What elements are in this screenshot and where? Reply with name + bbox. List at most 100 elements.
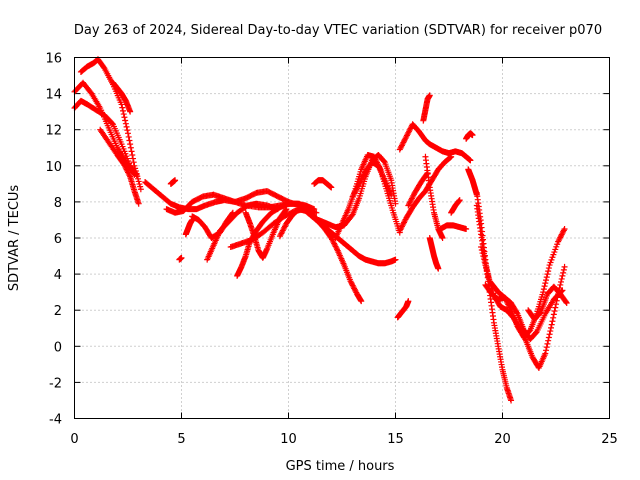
marker-track-03-7-5: [128, 148, 135, 155]
marker-track-35-0-5: [481, 259, 488, 266]
marker-track-26-end: [426, 92, 433, 99]
marker-track-34-12-6: [544, 271, 551, 278]
marker-track-03-6-1: [119, 104, 126, 111]
marker-track-21-end: [388, 191, 395, 198]
marker-track-03-8-7: [136, 181, 143, 188]
marker-track-35-0-7: [483, 265, 490, 272]
marker-track-35-0-4: [480, 256, 487, 263]
series-track-17: [298, 202, 399, 267]
marker-track-34-13-2: [548, 256, 555, 263]
marker-track-35-11-2: [550, 314, 557, 321]
y-tick-label-7: 10: [45, 160, 62, 175]
x-tick-label-0: 0: [70, 432, 78, 447]
marker-track-35-12-4: [557, 278, 564, 285]
marker-track-35-10-2: [543, 344, 550, 351]
series-track-31: [463, 130, 476, 142]
marker-track-37-5-8: [562, 298, 569, 305]
y-tick-label-1: -2: [49, 376, 62, 391]
marker-track-03-6-8: [124, 127, 131, 134]
marker-track-35-10-3: [544, 340, 551, 347]
marker-track-03-8-5: [134, 175, 141, 182]
y-tick-label-6: 8: [54, 196, 62, 211]
marker-track-35-10-6: [546, 331, 553, 338]
marker-track-35-11-0: [548, 321, 555, 328]
marker-track-17-end: [392, 256, 399, 263]
marker-track-03-7-2: [126, 137, 133, 144]
marker-track-03-7-0: [125, 130, 131, 137]
marker-track-08-end: [172, 177, 179, 184]
y-tick-label-0: -4: [49, 413, 62, 428]
marker-track-09-end: [178, 254, 185, 261]
marker-track-03-7-3: [127, 141, 134, 148]
marker-track-34-13-4: [550, 251, 557, 258]
marker-track-34-12-7: [545, 268, 552, 275]
marker-track-34-13-6: [552, 246, 559, 253]
marker-track-03-6-4: [121, 114, 128, 121]
y-tick-label-9: 14: [45, 88, 62, 103]
marker-track-03-8-0: [131, 162, 138, 169]
marker-track-34-12-8: [545, 265, 552, 272]
y-tick-label-8: 12: [45, 124, 62, 139]
marker-track-33-end: [508, 397, 515, 404]
marker-track-35-0-0: [478, 244, 485, 251]
marker-track-35-10-8: [548, 324, 555, 331]
series-track-32: [465, 166, 480, 198]
y-tick-labels: -4 -2 0 2 4 6 8 10 12 14 16: [45, 52, 62, 428]
marker-track-34-13-3: [549, 254, 556, 261]
series-track-14: [234, 200, 318, 279]
y-tick-label-10: 16: [45, 52, 62, 67]
marker-track-34-13-7: [553, 243, 560, 250]
series-track-10: [182, 216, 196, 238]
marker-track-34-12-4: [543, 277, 550, 284]
marker-track-34-12-1: [540, 286, 547, 293]
marker-track-34-13-0: [546, 262, 553, 269]
marker-track-35-10-0: [542, 350, 549, 357]
marker-track-35-11-4: [551, 308, 558, 315]
marker-track-14-end: [311, 206, 318, 213]
series-track-30: [448, 197, 463, 216]
x-tick-label-5: 25: [601, 432, 618, 447]
marker-track-35-0-6: [482, 262, 489, 269]
marker-track-22-end: [405, 298, 412, 305]
series-track-29: [437, 222, 470, 232]
marker-track-03-7-8: [130, 159, 137, 166]
series-track-18: [311, 177, 335, 191]
chart-title: Day 263 of 2024, Sidereal Day-to-day VTE…: [74, 23, 602, 38]
marker-track-35-10-1: [543, 347, 550, 354]
series-track-37: [525, 283, 570, 323]
marker-track-03-6-7: [123, 123, 130, 130]
x-tick-label-3: 15: [387, 432, 404, 447]
marker-track-23-end: [467, 157, 474, 164]
marker-track-15-7-8: [282, 207, 289, 214]
marker-track-16-end: [358, 298, 365, 305]
marker-track-35-end: [561, 263, 568, 270]
marker-track-35-0-8: [483, 268, 490, 275]
marker-track-15-end: [283, 206, 290, 213]
marker-track-03-7-4: [127, 144, 134, 151]
marker-track-03-8-8: [137, 183, 144, 190]
marker-track-30-end: [456, 197, 463, 204]
marker-track-35-11-1: [549, 318, 556, 325]
series-track-04: [97, 126, 142, 207]
marker-track-05-end: [127, 108, 134, 115]
x-tick-labels: 0 5 10 15 20 25: [70, 432, 617, 447]
plot-frame: [74, 57, 610, 419]
marker-track-35-11-5: [552, 304, 559, 311]
marker-track-34-13-1: [547, 259, 554, 266]
marker-track-34-end: [561, 225, 568, 232]
marker-track-34-12-3: [542, 280, 549, 287]
data-points: [71, 56, 570, 404]
marker-track-34-13-5: [551, 249, 558, 256]
marker-track-35-10-7: [547, 328, 554, 335]
series-track-22: [394, 298, 412, 321]
marker-track-03-8-4: [134, 173, 141, 180]
marker-track-18-end: [328, 184, 335, 191]
marker-track-35-12-6: [559, 272, 566, 279]
marker-track-24-end: [448, 153, 455, 160]
series-track-36: [482, 281, 566, 343]
marker-track-35-12-3: [557, 281, 564, 288]
marker-track-28-end: [435, 265, 442, 272]
marker-track-03-6-6: [122, 120, 129, 127]
marker-track-35-11-3: [550, 311, 557, 318]
